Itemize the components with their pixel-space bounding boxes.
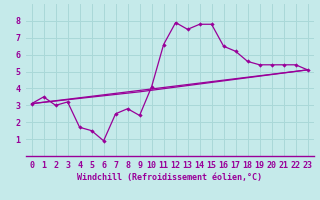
X-axis label: Windchill (Refroidissement éolien,°C): Windchill (Refroidissement éolien,°C) <box>77 173 262 182</box>
